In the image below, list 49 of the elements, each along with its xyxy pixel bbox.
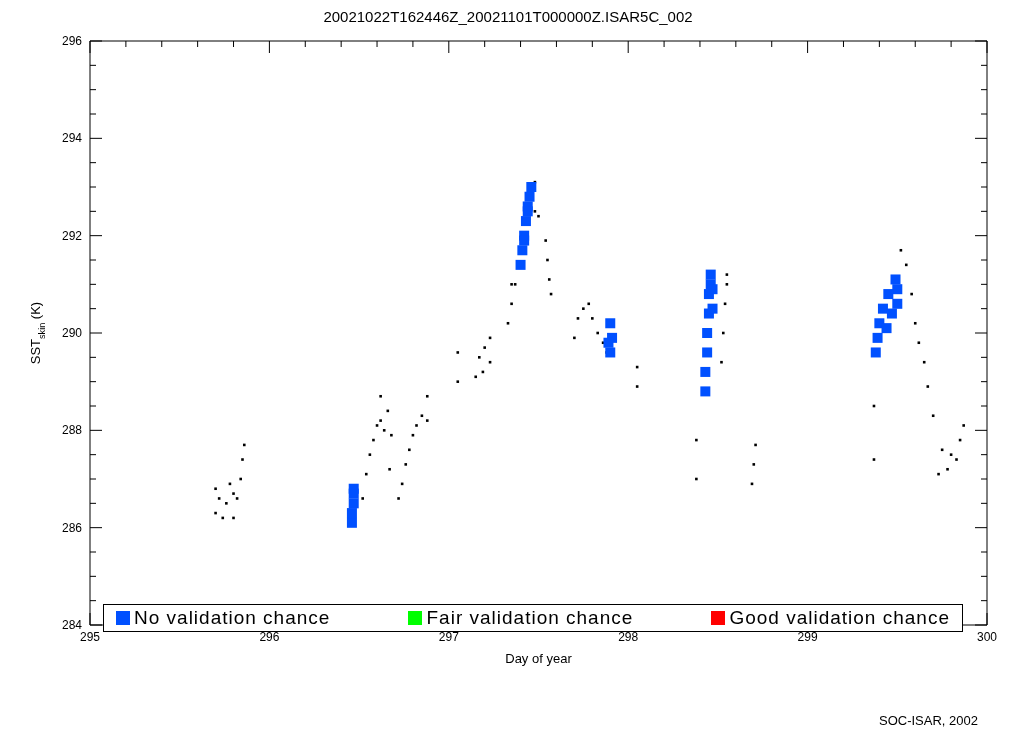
point [522,206,533,217]
point [348,483,359,494]
point [700,386,711,397]
point [705,269,716,280]
x-tick-label: 298 [618,630,639,644]
legend-label: Fair validation chance [425,607,634,629]
point [707,303,718,314]
point [886,308,897,319]
y-tick-label: 288 [61,423,83,438]
x-tick-label: 295 [79,630,101,644]
point [605,318,616,329]
point [877,303,888,314]
x-axis-title: Day of year [505,651,573,666]
point [519,235,530,246]
point [890,274,901,285]
y-tick-label: 284 [61,618,83,632]
point [517,245,528,256]
point [526,182,537,192]
point [346,517,357,528]
y-tick-label: 286 [61,520,83,535]
point [892,284,903,295]
chart-title: 20021022T162446Z_20021101T000000Z.ISAR5C_002 [322,8,694,25]
point [520,216,531,227]
y-tick-label: 292 [61,228,83,243]
point [700,366,711,377]
point [883,289,894,300]
point [874,318,885,329]
text: SOC-ISAR, 2002 [879,713,978,728]
point [702,347,713,358]
y-tick-label: 294 [61,131,83,146]
point [515,259,526,270]
point [524,191,535,202]
point [870,347,881,358]
legend-label: No validation chance [133,607,331,629]
x-tick-label: 300 [976,630,998,644]
point [702,328,713,338]
y-tick-label: 296 [61,34,83,48]
x-tick-label: 299 [797,630,818,644]
point [605,347,616,358]
y-tick-label: 290 [61,326,83,340]
x-tick-label: 296 [259,630,280,644]
x-tick-label: 297 [438,630,460,644]
legend-label: Good validation chance [728,607,950,629]
point [881,323,892,334]
point [348,498,359,509]
point [603,337,614,348]
point [346,508,357,519]
point [872,332,883,343]
point [892,298,903,309]
